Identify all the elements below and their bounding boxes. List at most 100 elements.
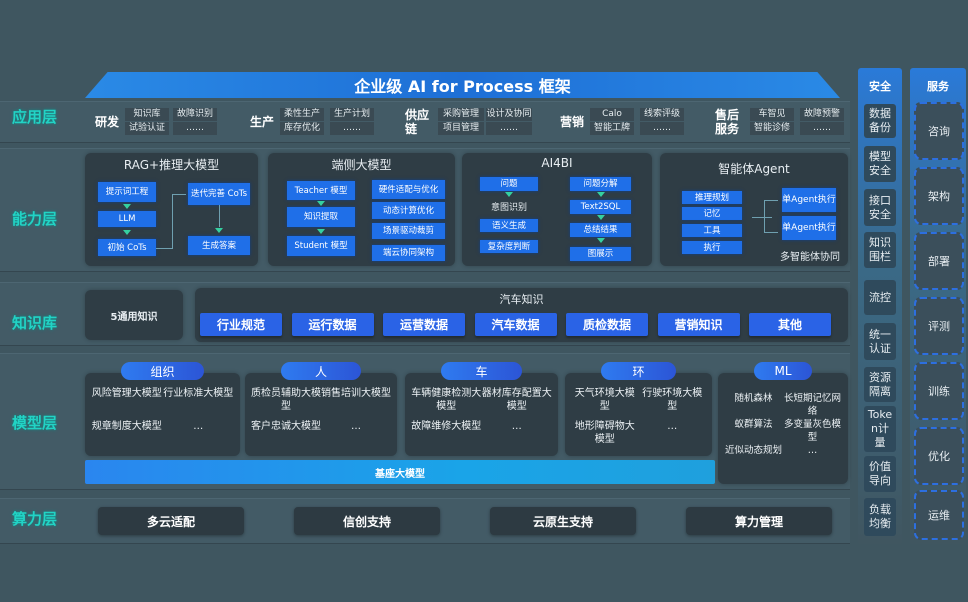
service-item: 优化	[914, 427, 964, 485]
compute-item: 多云适配	[98, 507, 244, 535]
application-item: 采购管理	[438, 108, 484, 121]
agent-footer: 多智能体协同	[780, 252, 840, 263]
model-item: 行驶环境大模型	[642, 388, 703, 412]
auto-knowledge-title: 汽车知识	[499, 293, 544, 306]
application-item: ……	[640, 122, 684, 135]
application-item: 生产计划	[330, 108, 374, 121]
application-item: ……	[330, 122, 374, 135]
agent-box: 单Agent执行	[782, 188, 836, 212]
edge-box: Student 模型	[287, 236, 355, 256]
arrow-down-icon	[317, 229, 325, 234]
ai4bi-box: 问题分解	[570, 177, 631, 191]
security-item: 知识围栏	[864, 232, 896, 268]
service-item: 架构	[914, 167, 964, 225]
knowledge-item: 运营数据	[383, 313, 465, 336]
arrow-down-icon	[597, 192, 605, 197]
security-item: 模型安全	[864, 146, 896, 182]
capability-panel-title: 智能体Agent	[718, 162, 790, 176]
security-title: 安全	[869, 80, 891, 93]
ai4bi-text: 意图识别	[490, 203, 527, 213]
application-item: 知识库	[125, 108, 169, 121]
edge-box: 端云协同架构	[372, 245, 445, 261]
model-group-panel	[718, 373, 848, 484]
agent-box: 执行	[682, 241, 742, 254]
security-item: 接口安全	[864, 189, 896, 226]
agent-box: 单Agent执行	[782, 216, 836, 240]
rag-box: 初始 CoTs	[98, 239, 156, 256]
application-group-label: 供应链	[405, 108, 430, 136]
service-item: 咨询	[914, 102, 964, 160]
arrow-down-icon	[215, 228, 223, 233]
model-group-panel	[405, 373, 558, 456]
model-item: 多变量灰色模型	[783, 419, 841, 443]
connector-line	[172, 194, 173, 249]
knowledge-item: 汽车数据	[474, 313, 557, 336]
connector-line	[764, 200, 778, 201]
agent-box: 工具	[682, 224, 742, 237]
agent-box: 推理规划	[682, 191, 742, 204]
edge-box: 硬件适配与优化	[372, 180, 445, 199]
model-item: 行业标准大模型	[163, 388, 234, 399]
base-model-bar: 基座大模型	[85, 460, 715, 484]
ai4bi-box: 语义生成	[480, 219, 538, 232]
model-item: 风险管理大模型	[91, 388, 162, 399]
security-item: Token计量	[864, 406, 896, 452]
layer-label-model: 模型层	[12, 414, 58, 432]
model-group-panel	[245, 373, 397, 456]
model-group-header: 人	[281, 362, 361, 380]
knowledge-item: 运行数据	[291, 313, 374, 336]
service-item: 运维	[914, 490, 964, 540]
arrow-down-icon	[123, 230, 131, 235]
application-item: Calo	[590, 108, 634, 121]
security-item: 统一认证	[864, 323, 896, 360]
ai4bi-box: 总结结果	[570, 223, 631, 237]
application-group-label: 营销	[560, 115, 585, 129]
capability-panel-title: 端侧大模型	[331, 158, 392, 172]
ai4bi-box: Text2SQL	[570, 200, 631, 214]
application-group-label: 售后服务	[715, 108, 740, 136]
application-item: ……	[486, 122, 532, 135]
security-item: 价值导向	[864, 456, 896, 492]
model-group-header: 组织	[121, 362, 204, 380]
capability-panel-title: RAG+推理大模型	[123, 158, 220, 172]
application-item: 设计及协同	[486, 108, 532, 121]
model-item: 客户忠诚大模型	[251, 421, 321, 432]
edge-box: 动态计算优化	[372, 202, 445, 219]
model-item: …	[511, 421, 522, 432]
model-item: 规章制度大模型	[91, 421, 162, 432]
knowledge-item: 行业规范	[200, 313, 282, 336]
layer-label-knowledge: 知识库	[12, 314, 58, 332]
general-knowledge-box	[85, 290, 183, 340]
model-item: 车辆健康检测大模型	[411, 388, 482, 412]
model-item: 长短期记忆网络	[783, 393, 841, 417]
layer-label-application: 应用层	[12, 108, 58, 126]
application-item: 车智见	[750, 108, 794, 121]
layer-label-compute: 算力层	[12, 510, 58, 528]
rag-box: 生成答案	[188, 236, 250, 255]
capability-panel-title: AI4BI	[541, 156, 573, 170]
application-item: 试验认证	[125, 122, 169, 135]
security-item: 数据备份	[864, 104, 896, 138]
connector-line	[156, 248, 172, 249]
model-group-header: 环	[601, 362, 676, 380]
service-title: 服务	[927, 80, 949, 93]
model-group-panel	[565, 373, 712, 456]
rag-box: 迭代完善 CoTs	[188, 183, 250, 205]
compute-item: 云原生支持	[490, 507, 636, 535]
application-item: 线索评级	[640, 108, 684, 121]
application-item: 智能工牌	[590, 122, 634, 135]
application-item: 库存优化	[280, 122, 324, 135]
general-knowledge-label: 5通用知识	[110, 312, 158, 323]
ai4bi-box: 问题	[480, 177, 538, 191]
arrow-down-icon	[123, 204, 131, 209]
connector-line	[764, 200, 765, 233]
service-item: 训练	[914, 362, 964, 420]
knowledge-item: 其他	[749, 313, 831, 336]
model-item: 近似动态规划	[724, 445, 782, 456]
edge-box: 知识提取	[287, 207, 355, 227]
connector-line	[764, 232, 778, 233]
model-group-header: ML	[754, 362, 812, 380]
model-item: …	[667, 421, 678, 432]
agent-box: 记忆	[682, 207, 742, 220]
arrow-down-icon	[597, 238, 605, 243]
